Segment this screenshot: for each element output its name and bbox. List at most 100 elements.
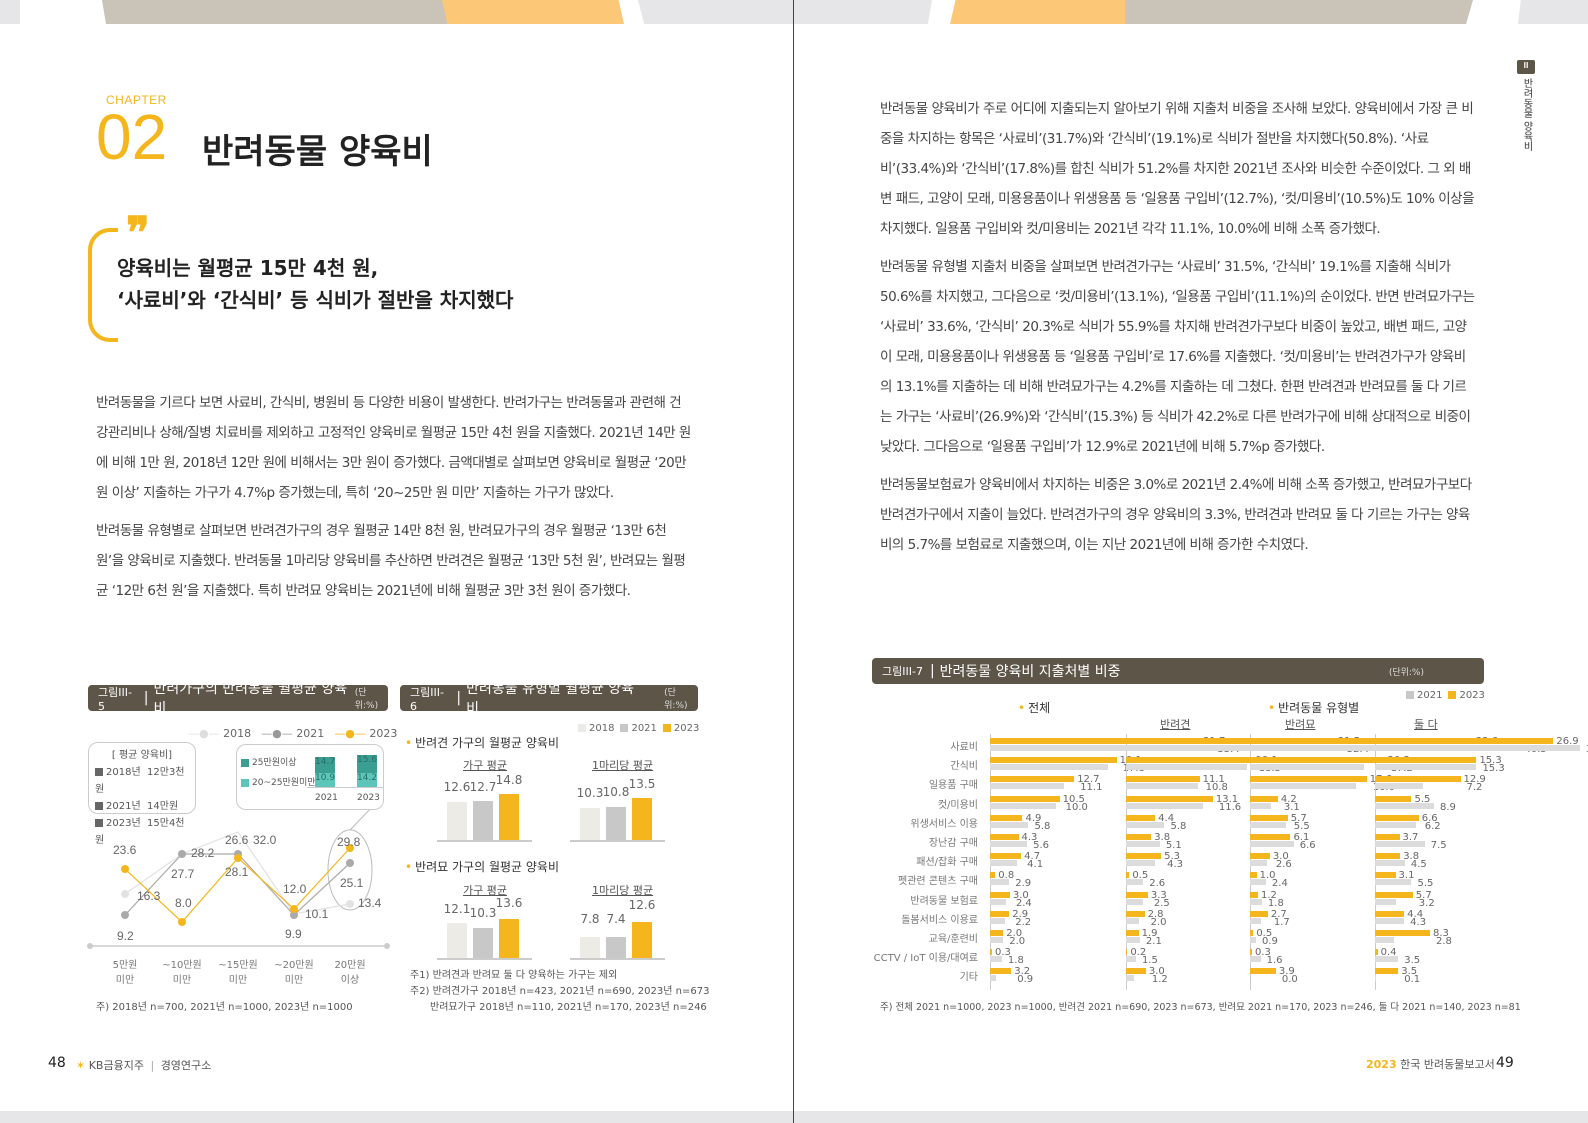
legend-2023: 2023 bbox=[1448, 690, 1485, 701]
value-2023: 12.7 bbox=[1077, 774, 1100, 786]
bar-2021 bbox=[1375, 745, 1580, 751]
value-2021: 0.0 bbox=[1281, 974, 1298, 986]
bar-2021 bbox=[1375, 879, 1412, 886]
bar-2023 bbox=[1250, 738, 1473, 744]
value-2021: 2.4 bbox=[1015, 897, 1032, 909]
value-2021: 7.2 bbox=[1466, 782, 1483, 794]
value-2021: 2.1 bbox=[1145, 936, 1162, 947]
svg-text:28.2: 28.2 bbox=[191, 846, 215, 860]
value-2023: 0.3 bbox=[1254, 947, 1271, 959]
value-2023: 0.5 bbox=[1256, 928, 1273, 939]
bar-2021 bbox=[1250, 917, 1262, 924]
bar-2023 bbox=[1375, 834, 1400, 840]
bar-2023 bbox=[1126, 814, 1156, 821]
svg-text:28.1: 28.1 bbox=[225, 865, 249, 879]
top-band-gray-left2 bbox=[638, 0, 793, 24]
value-2023: 13.1 bbox=[1215, 793, 1239, 805]
value-2023: 3.2 bbox=[1014, 966, 1031, 978]
cat-section-title: • 반려묘 가구의 월평균 양육비 bbox=[405, 860, 560, 874]
bar-2023 bbox=[990, 795, 1060, 802]
value-2023: 3.0 bbox=[1272, 851, 1289, 863]
bar-2023 bbox=[1375, 910, 1405, 917]
fig7-both-head: 둘 다 bbox=[1414, 718, 1438, 731]
dog-section-title: • 반려견 가구의 월평균 양육비 bbox=[405, 736, 560, 750]
value-2021: 0.9 bbox=[1261, 936, 1278, 947]
cat-perpet-head: 1마리당 평균 bbox=[592, 884, 654, 897]
quote-bracket bbox=[88, 228, 118, 342]
value-2023: 2.8 bbox=[1147, 908, 1164, 920]
note-line: 주1) 반려견과 반려묘 둘 다 양육하는 가구는 제외 bbox=[410, 970, 618, 981]
bar-2023 bbox=[990, 853, 1022, 860]
inset-legend-lower: 20~25만원미만 bbox=[241, 775, 316, 788]
left-body-text: 반려동물을 기르다 보면 사료비, 간식비, 병원비 등 다양한 비용이 발생한… bbox=[96, 388, 692, 614]
note-line: 주2) 반려견가구 2018년 n=423, 2021년 n=690, 2023… bbox=[410, 986, 710, 997]
bar-2021 bbox=[990, 821, 1029, 828]
value-2023: 10.5 bbox=[1062, 793, 1085, 805]
right-footer: 2023 한국 반려동물보고서 bbox=[1366, 1056, 1495, 1072]
svg-text:16.3: 16.3 bbox=[137, 889, 161, 903]
x-label: ~15만원 미만 bbox=[218, 960, 258, 986]
category-label: 교육/훈련비 bbox=[928, 934, 978, 945]
fig5-note: 주) 2018년 n=700, 2021년 n=1000, 2023년 n=10… bbox=[96, 1002, 353, 1013]
bar-2023 bbox=[1126, 776, 1200, 783]
value-2023: 1.0 bbox=[1259, 870, 1276, 882]
fig7-dog-head: 반려견 bbox=[1160, 718, 1191, 731]
bar-2021 bbox=[990, 975, 996, 982]
value-2021: 1.5 bbox=[1141, 955, 1158, 967]
value-2021: 1.2 bbox=[1151, 974, 1168, 986]
paragraph: 반려동물보험료가 양육비에서 차지하는 비중은 3.0%로 2021년 2.4%… bbox=[880, 477, 1472, 553]
value-2023: 3.3 bbox=[1150, 889, 1167, 901]
value-2021: 7.5 bbox=[1430, 840, 1447, 851]
value-2021: 4.3 bbox=[1167, 859, 1184, 871]
bar-2023 bbox=[1126, 872, 1130, 879]
fig6-prefix: 그림III-6 bbox=[410, 685, 444, 713]
fig7-note: 주) 전체 2021 n=1000, 2023 n=1000, 반려견 2021… bbox=[880, 1002, 1521, 1013]
category-label: 위생서비스 이용 bbox=[910, 818, 978, 830]
value-2023: 3.8 bbox=[1154, 832, 1171, 843]
right-page-number: 49 bbox=[1496, 1055, 1514, 1071]
bar-2021 bbox=[1250, 802, 1271, 809]
fig7-prefix: 그림III-7 bbox=[882, 665, 923, 678]
fig5-prefix: 그림III-5 bbox=[98, 685, 132, 713]
value-2021: 1.8 bbox=[1267, 897, 1284, 909]
value-2023: 4.7 bbox=[1024, 851, 1041, 863]
value-2023: 3.7 bbox=[1402, 832, 1419, 843]
value-2021: 0.9 bbox=[1017, 974, 1034, 986]
bar-2023 bbox=[1126, 930, 1139, 936]
pull-quote: 양육비는 월평균 15만 4천 원, ‘사료비’와 ‘간식비’ 등 식비가 절반… bbox=[117, 252, 513, 316]
bar-2021 bbox=[1375, 917, 1404, 924]
fig6-unit: (단위:%) bbox=[664, 688, 688, 711]
legend-2018: 2018 bbox=[578, 723, 614, 734]
avg-row: 2023년 15만4천원 bbox=[95, 818, 185, 846]
svg-text:27.7: 27.7 bbox=[171, 867, 195, 881]
svg-text:10.1: 10.1 bbox=[305, 907, 329, 921]
axis bbox=[570, 840, 665, 842]
x-label: 20만원 이상 bbox=[334, 960, 366, 986]
fig6-legend: 2018 2021 2023 bbox=[578, 723, 699, 734]
top-band-gray-right bbox=[794, 0, 932, 24]
value-2021: 5.1 bbox=[1165, 840, 1182, 851]
bar-2023 bbox=[1126, 853, 1162, 860]
note-line: 반려묘가구 2018년 n=110, 2021년 n=170, 2023년 n=… bbox=[430, 1002, 707, 1013]
bar-2023 bbox=[1250, 776, 1367, 783]
axis bbox=[437, 958, 532, 960]
value-2023: 5.7 bbox=[1290, 812, 1307, 824]
axis bbox=[437, 840, 532, 842]
value-2021: 5.8 bbox=[1170, 820, 1187, 832]
fig7-total-title: • 전체 bbox=[1018, 701, 1051, 715]
bar-2023 bbox=[1375, 814, 1419, 821]
value-2023: 4.4 bbox=[1407, 908, 1424, 920]
category-label: 돌봄서비스 이용료 bbox=[901, 914, 978, 926]
value-2021: 11.6 bbox=[1218, 801, 1242, 813]
legend-2021: 2021 bbox=[1406, 690, 1442, 701]
svg-text:26.6: 26.6 bbox=[225, 833, 249, 847]
top-band-yellow-right bbox=[950, 0, 1135, 24]
bar-2021 bbox=[1250, 783, 1357, 790]
category-label: 기타 bbox=[959, 972, 978, 984]
bar-2021 bbox=[1126, 937, 1140, 943]
side-chapter-tab: Ⅲ 반려동물 양육비 bbox=[1517, 60, 1535, 151]
value-2023: 0.2 bbox=[1130, 947, 1147, 959]
category-label: CCTV / IoT 이용/대여료 bbox=[873, 953, 978, 965]
top-band-yellow-left bbox=[442, 0, 624, 24]
bar-2021 bbox=[1250, 937, 1256, 943]
